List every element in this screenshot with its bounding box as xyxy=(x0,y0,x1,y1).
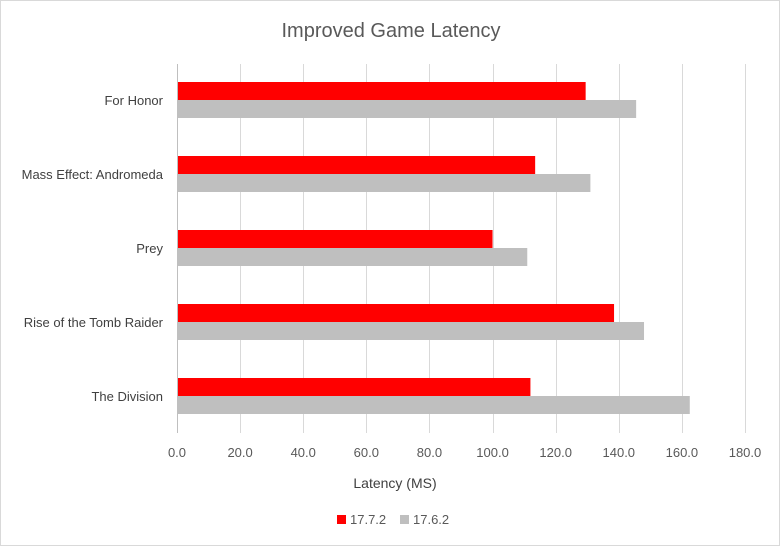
bar xyxy=(178,322,645,340)
bar xyxy=(178,248,528,266)
x-tick-label: 140.0 xyxy=(603,445,636,460)
x-tick-label: 100.0 xyxy=(476,445,509,460)
x-tick-labels: 0.0 20.0 40.0 60.0 80.0 100.0 120.0 140.0 160.0 1… xyxy=(168,445,761,460)
x-tick-label: 60.0 xyxy=(354,445,379,460)
x-tick-label: 160.0 xyxy=(666,445,699,460)
x-tick-label: 0.0 xyxy=(168,445,186,460)
legend-swatch xyxy=(400,515,409,524)
bar xyxy=(178,378,531,396)
legend-label: 17.7.2 xyxy=(350,512,386,527)
bar xyxy=(178,100,637,118)
legend: 17.7.2 17.6.2 xyxy=(337,512,449,527)
bars xyxy=(178,82,690,414)
x-tick-label: 40.0 xyxy=(291,445,316,460)
category-label: Rise of the Tomb Raider xyxy=(24,315,164,330)
category-label: Mass Effect: Andromeda xyxy=(22,167,164,182)
category-label: The Division xyxy=(91,389,163,404)
x-axis-title: Latency (MS) xyxy=(353,475,436,491)
legend-label: 17.6.2 xyxy=(413,512,449,527)
bar xyxy=(178,82,586,100)
category-labels: For Honor Mass Effect: Andromeda Prey Rise … xyxy=(22,93,164,404)
legend-swatch xyxy=(337,515,346,524)
bar xyxy=(178,396,690,414)
category-label: Prey xyxy=(136,241,163,256)
chart-title: Improved Game Latency xyxy=(282,20,501,42)
bar xyxy=(178,304,615,322)
bar xyxy=(178,230,493,248)
x-tick-label: 180.0 xyxy=(729,445,762,460)
bar xyxy=(178,174,591,192)
bar xyxy=(178,156,536,174)
x-tick-label: 80.0 xyxy=(417,445,442,460)
x-tick-label: 120.0 xyxy=(539,445,572,460)
x-tick-label: 20.0 xyxy=(227,445,252,460)
category-label: For Honor xyxy=(104,93,163,108)
